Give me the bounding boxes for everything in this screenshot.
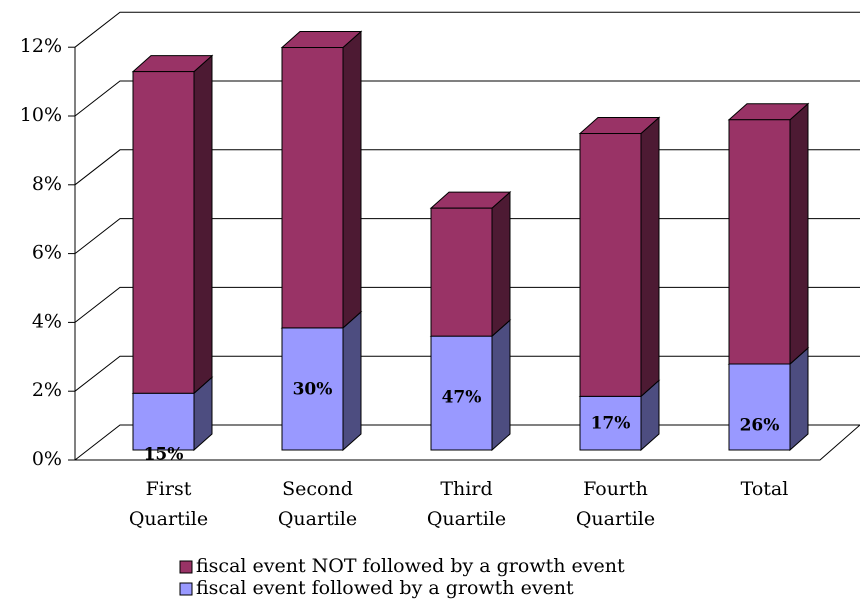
bar-side xyxy=(342,310,362,452)
data-label: 47% xyxy=(442,388,482,408)
data-label: 15% xyxy=(144,445,184,465)
bar-side xyxy=(193,54,213,395)
x-tick-label: Total xyxy=(741,478,789,500)
y-tick-label: 12% xyxy=(20,35,62,57)
bar xyxy=(728,363,791,451)
bar xyxy=(728,119,791,365)
x-tick-label: Fourth Quartile xyxy=(576,478,655,530)
data-label: 17% xyxy=(591,414,631,434)
legend-label: fiscal event followed by a growth event xyxy=(196,577,574,599)
y-tick-label: 10% xyxy=(20,104,62,126)
grid-line xyxy=(74,11,860,48)
bar xyxy=(132,392,195,451)
bar xyxy=(132,71,195,394)
data-label: 30% xyxy=(293,379,333,399)
data-label: 26% xyxy=(740,416,780,436)
y-tick-label: 8% xyxy=(32,173,62,195)
x-tick-label: First Quartile xyxy=(129,478,208,530)
bar-side xyxy=(789,102,809,366)
bar-side xyxy=(640,116,660,398)
legend-swatch xyxy=(179,582,193,596)
bar xyxy=(281,327,344,451)
y-tick-label: 0% xyxy=(32,448,62,470)
bar xyxy=(579,133,642,397)
bar xyxy=(579,395,642,451)
bar xyxy=(281,47,344,329)
bar-side xyxy=(491,191,511,338)
bar-side xyxy=(491,319,511,452)
bar xyxy=(430,335,493,451)
legend-label: fiscal event NOT followed by a growth ev… xyxy=(196,555,625,577)
y-tick-label: 6% xyxy=(32,242,62,264)
bar-side xyxy=(342,30,362,329)
legend-swatch xyxy=(179,560,193,574)
x-tick-label: Second Quartile xyxy=(278,478,357,530)
bar xyxy=(430,207,493,337)
floor-front-edge xyxy=(75,424,860,461)
y-tick-label: 4% xyxy=(32,310,62,332)
bar-side xyxy=(789,346,809,452)
x-tick-label: Third Quartile xyxy=(427,478,506,530)
y-tick-label: 2% xyxy=(32,379,62,401)
grid-line xyxy=(74,80,860,117)
